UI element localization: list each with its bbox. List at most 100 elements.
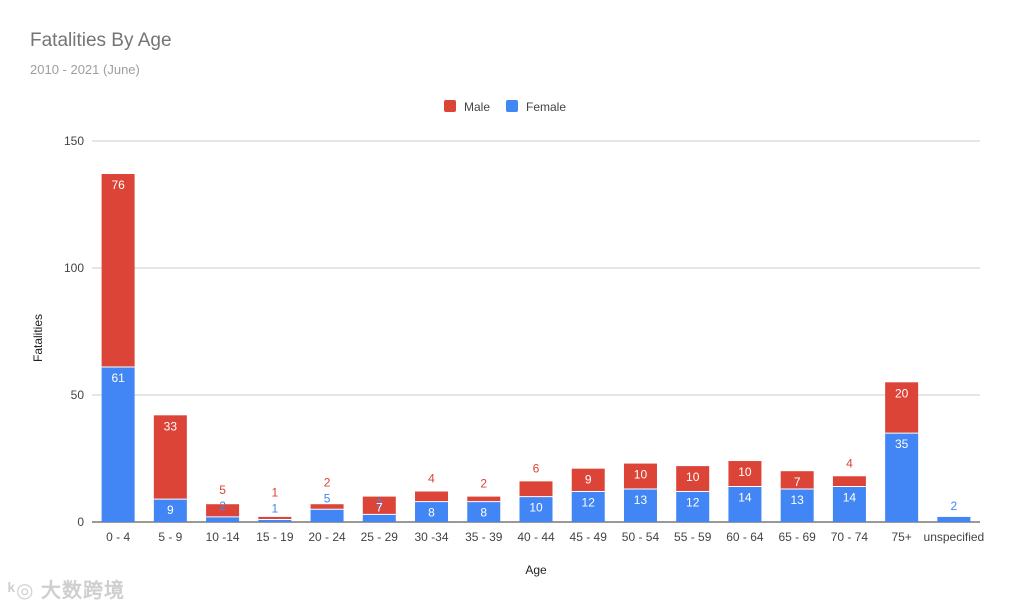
bar-female <box>258 519 292 522</box>
y-tick-label: 50 <box>71 388 85 402</box>
bar-male <box>832 476 866 487</box>
data-label-male: 76 <box>111 178 125 192</box>
data-label-female: 61 <box>111 371 125 385</box>
legend-swatch-female[interactable] <box>506 100 518 112</box>
legend[interactable]: Male Female <box>444 100 566 114</box>
bar-female <box>362 514 396 522</box>
legend-label-female[interactable]: Female <box>526 100 566 114</box>
bar-male <box>728 461 762 487</box>
bar-male <box>885 382 919 434</box>
bar-female <box>937 516 971 522</box>
data-label-male: 7 <box>376 501 383 515</box>
bar-male <box>206 504 240 517</box>
data-label-male: 5 <box>219 483 226 497</box>
bar-female <box>780 488 814 522</box>
bar-female <box>206 516 240 522</box>
bar-male <box>519 481 553 497</box>
y-tick-label: 150 <box>64 134 84 148</box>
x-tick-label: 65 - 69 <box>778 530 816 544</box>
x-tick-label: 25 - 29 <box>361 530 399 544</box>
data-label-male: 6 <box>533 461 540 475</box>
x-tick-label: 5 - 9 <box>158 530 182 544</box>
bar-male <box>258 516 292 520</box>
x-tick-label: 35 - 39 <box>465 530 503 544</box>
data-label-male: 10 <box>634 468 648 482</box>
data-label-male: 4 <box>846 456 853 470</box>
x-axis-ticks: 0 - 4 5 - 9 10 -14 15 - 19 20 - 24 25 - 29 30 … <box>106 530 984 544</box>
data-label-female: 14 <box>843 490 857 504</box>
data-label-male: 2 <box>480 477 487 491</box>
data-label-male: 4 <box>428 472 435 486</box>
bar-male <box>623 463 657 489</box>
x-tick-label: 75+ <box>891 530 911 544</box>
data-label-male: 7 <box>794 475 801 489</box>
legend-label-male[interactable]: Male <box>464 100 490 114</box>
x-tick-label: 45 - 49 <box>570 530 608 544</box>
data-label-female: 1 <box>271 501 278 515</box>
data-label-female: 8 <box>428 506 435 520</box>
bar-male <box>676 466 710 492</box>
y-axis-label: Fatalities <box>31 314 45 362</box>
y-axis-ticks: 0 50 100 150 <box>64 134 84 529</box>
watermark-logo: ᵏ◎ 大数跨境 <box>8 580 125 602</box>
legend-swatch-male[interactable] <box>444 100 456 112</box>
bar-male <box>101 174 135 368</box>
x-tick-label: 40 - 44 <box>517 530 555 544</box>
data-label-male: 10 <box>738 465 752 479</box>
data-label-female: 13 <box>634 493 648 507</box>
x-tick-label: 60 - 64 <box>726 530 764 544</box>
data-label-male: 9 <box>585 473 592 487</box>
x-tick-label: 50 - 54 <box>622 530 660 544</box>
bar-female <box>519 496 553 522</box>
data-label-male: 1 <box>271 485 278 499</box>
bar-male <box>362 496 396 515</box>
x-tick-label: unspecified <box>924 530 985 544</box>
bar-male <box>467 496 501 502</box>
data-label-female: 5 <box>324 491 331 505</box>
bar-male <box>780 471 814 489</box>
chart-subtitle: 2010 - 2021 (June) <box>30 62 140 77</box>
y-tick-label: 0 <box>77 515 84 529</box>
data-label-female: 12 <box>686 496 700 510</box>
x-tick-label: 70 - 74 <box>831 530 869 544</box>
bar-male <box>571 468 605 492</box>
data-label-female: 3 <box>376 496 383 510</box>
bar-female <box>571 491 605 522</box>
bar-female <box>832 486 866 522</box>
x-axis-label: Age <box>525 563 547 577</box>
x-tick-label: 55 - 59 <box>674 530 712 544</box>
data-label-female: 10 <box>529 501 543 515</box>
x-tick-label: 30 -34 <box>415 530 449 544</box>
data-label-female: 2 <box>951 499 958 513</box>
bar-female <box>467 501 501 522</box>
bar-male <box>415 491 449 502</box>
x-tick-label: 10 -14 <box>206 530 240 544</box>
x-tick-label: 15 - 19 <box>256 530 294 544</box>
bar-female <box>885 433 919 522</box>
bar-female <box>676 491 710 522</box>
x-tick-label: 20 - 24 <box>308 530 346 544</box>
data-label-male: 2 <box>324 475 331 489</box>
bar-female <box>101 367 135 522</box>
data-label-female: 13 <box>790 493 804 507</box>
data-label-female: 9 <box>167 503 174 517</box>
bar-female <box>153 499 187 522</box>
data-label-female: 2 <box>219 499 226 513</box>
chart-title: Fatalities By Age <box>30 30 172 51</box>
data-label-male: 10 <box>686 470 700 484</box>
bar-female <box>728 486 762 522</box>
data-label-female: 35 <box>895 437 909 451</box>
data-label-female: 12 <box>582 496 596 510</box>
bar-male <box>310 504 344 510</box>
data-label-male: 20 <box>895 386 909 400</box>
y-tick-label: 100 <box>64 261 84 275</box>
bar-female <box>623 488 657 522</box>
bar-female <box>415 501 449 522</box>
data-label-male: 33 <box>164 419 178 433</box>
data-label-female: 8 <box>480 506 487 520</box>
bar-male <box>153 415 187 500</box>
x-tick-label: 0 - 4 <box>106 530 130 544</box>
data-label-female: 14 <box>738 490 752 504</box>
